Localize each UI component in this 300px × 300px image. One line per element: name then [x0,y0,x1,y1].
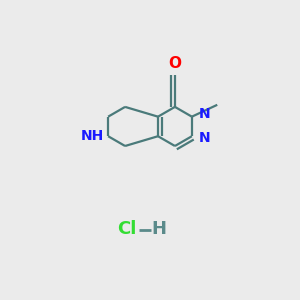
Text: N: N [198,107,210,121]
Text: NH: NH [80,129,104,143]
Text: H: H [151,220,166,238]
Text: Cl: Cl [117,220,136,238]
Text: N: N [198,131,210,145]
Text: O: O [168,56,182,71]
